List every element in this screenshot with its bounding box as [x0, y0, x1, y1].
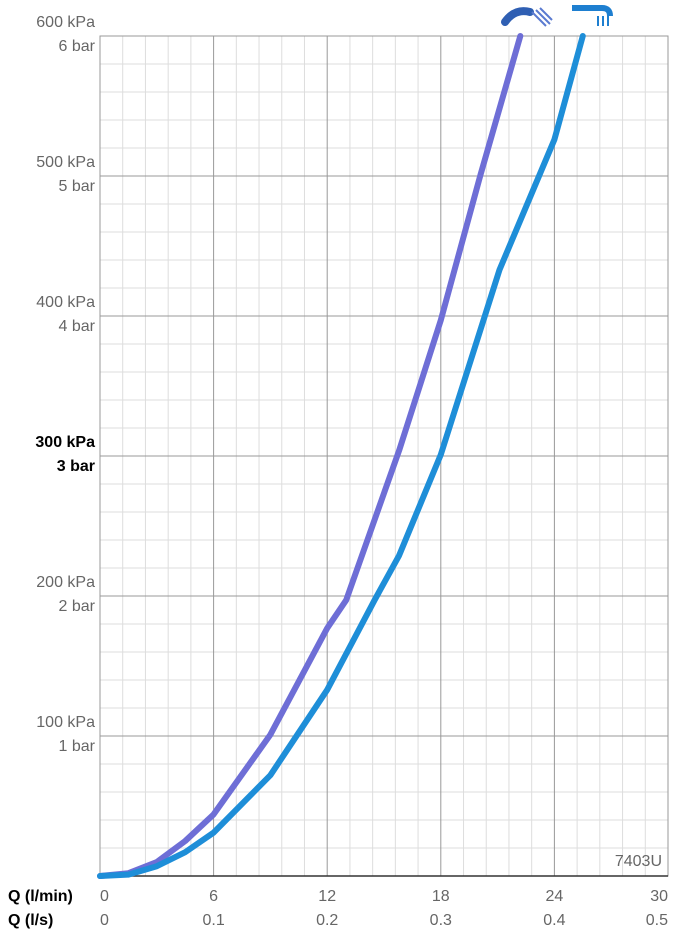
shower-icon [501, 7, 553, 27]
y-tick-label: 300 kPa [35, 434, 95, 451]
x-tick-label: 12 [318, 888, 336, 905]
y-tick-label: 200 kPa [36, 574, 95, 591]
curve [97, 33, 586, 879]
x2-tick-label: 0.3 [430, 912, 452, 929]
y-tick-bar-label: 6 bar [59, 38, 96, 55]
y-tick-bar-label: 2 bar [59, 598, 96, 615]
y-tick-bar-label: 3 bar [57, 458, 95, 475]
y-tick-bar-label: 4 bar [59, 318, 96, 335]
curve [97, 33, 524, 879]
x-axis-label: Q (l/min) [8, 888, 73, 905]
y-tick-bar-label: 5 bar [59, 178, 96, 195]
y-tick-label: 600 kPa [36, 14, 95, 31]
x2-tick-label: 0.4 [543, 912, 565, 929]
x2-tick-label: 0.1 [202, 912, 224, 929]
x2-tick-label: 0 [100, 912, 109, 929]
x-tick-label: 0 [100, 888, 109, 905]
x2-tick-label: 0.5 [646, 912, 668, 929]
plot: 0 6 12 18 24 30 0 0.1 0.2 0.3 0.4 0.5 100 kPa 1 bar 20… [35, 14, 669, 929]
spout-icon [572, 5, 613, 26]
x-tick-label: 24 [546, 888, 564, 905]
y-tick-bar-label: 1 bar [59, 738, 96, 755]
x-tick-label: 30 [650, 888, 668, 905]
x-tick-label: 18 [432, 888, 450, 905]
x2-tick-label: 0.2 [316, 912, 338, 929]
y-tick-label: 500 kPa [36, 154, 95, 171]
y-tick-label: 100 kPa [36, 714, 95, 731]
x-tick-label: 6 [209, 888, 218, 905]
annotation: 7403U [615, 853, 662, 870]
x2-axis-label: Q (l/s) [8, 912, 53, 929]
y-tick-label: 400 kPa [36, 294, 95, 311]
